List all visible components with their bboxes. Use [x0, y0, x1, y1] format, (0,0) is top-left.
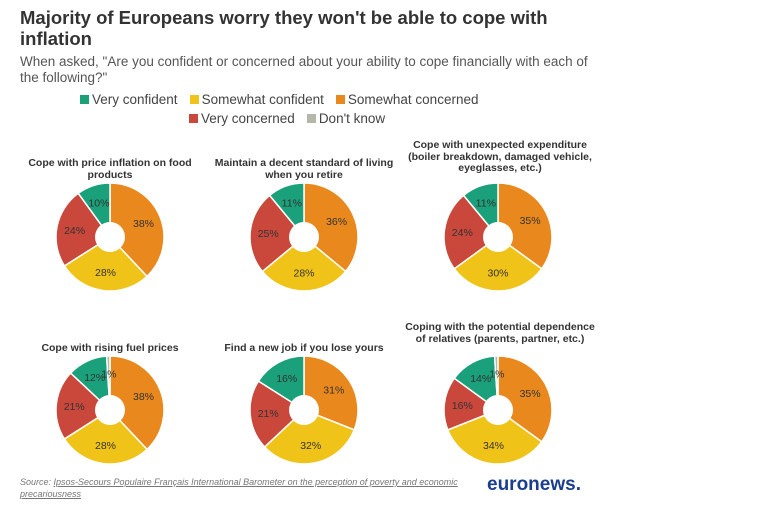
pie-3: 35% 30% 24% 11%: [443, 182, 553, 292]
legend-item-somewhat-concerned: Somewhat concerned: [335, 92, 479, 107]
pie-slice-very-concerned: [55, 192, 112, 267]
donut-hole: [95, 395, 125, 425]
pie-slice-label: 28%: [95, 267, 116, 279]
pie-slice-somewhat-concerned: [109, 182, 165, 278]
pie-slice-label: 38%: [133, 218, 154, 230]
pie-slice-very-confident: [462, 182, 499, 240]
pie-slice-label: 1%: [489, 369, 504, 381]
legend-item-somewhat-confident: Somewhat confident: [189, 92, 324, 107]
chart-title: Majority of Europeans worry they won't b…: [20, 7, 548, 49]
brand-dot: .: [575, 474, 581, 495]
pie-slice-label: 34%: [483, 440, 504, 452]
legend-swatch: [80, 95, 89, 104]
pie-slice-label: 16%: [276, 373, 297, 385]
pie-slice-label: 11%: [476, 198, 496, 210]
legend-item-very-confident: Very confident: [80, 92, 178, 107]
pie-slice-label: 31%: [323, 384, 344, 396]
donut-hole: [483, 395, 513, 425]
legend-row-1: Very confident Somewhat confident Somewh…: [80, 92, 478, 107]
pie-5: 31% 32% 21% 16%: [249, 355, 359, 465]
legend-item-dont-know: Don't know: [306, 111, 386, 126]
legend-label: Very concerned: [201, 111, 295, 126]
pie-slice-very-concerned: [249, 380, 306, 449]
pie-slice-very-concerned: [55, 371, 112, 440]
legend-swatch: [189, 95, 199, 104]
donut-hole: [95, 222, 125, 252]
legend-label: Somewhat confident: [201, 92, 324, 107]
pie-slice-very-confident: [257, 355, 305, 412]
legend-label: Somewhat concerned: [347, 92, 479, 107]
pie-slice-label: 38%: [133, 391, 154, 403]
pie-slice-somewhat-concerned: [303, 182, 359, 273]
legend-row-2: Very concerned Don't know: [189, 111, 385, 126]
legend-label: Don't know: [318, 111, 386, 126]
donut-hole: [289, 395, 319, 425]
pie-slice-somewhat-confident: [63, 409, 149, 465]
legend-item-very-concerned: Very concerned: [189, 111, 295, 126]
pie-slice-somewhat-confident: [263, 409, 356, 465]
pie-slice-very-concerned: [443, 194, 500, 270]
pie-slice-label: 24%: [64, 225, 85, 237]
pie-title-retirement: Maintain a decent standard of living whe…: [214, 157, 394, 181]
legend-label: Very confident: [92, 92, 178, 107]
source-link[interactable]: Ipsos-Secours Populaire Français Interna…: [20, 477, 458, 499]
pie-slice-somewhat-confident: [453, 236, 543, 292]
chart-subtitle: When asked, "Are you confident or concer…: [20, 54, 588, 85]
pie-slice-label: 32%: [300, 440, 321, 452]
pie-slice-label: 35%: [520, 215, 541, 227]
pie-slice-somewhat-confident: [446, 409, 543, 465]
pie-2: 36% 28% 25% 11%: [249, 182, 359, 292]
pie-title-new-job: Find a new job if you lose yours: [224, 342, 384, 354]
pie-slice-label: 36%: [326, 216, 347, 228]
pie-slice-very-confident: [77, 182, 111, 240]
pie-slice-very-concerned: [249, 194, 306, 273]
donut-hole: [483, 222, 513, 252]
pie-slice-label: 30%: [487, 268, 508, 280]
pie-slice-label: 11%: [282, 198, 302, 210]
pie-slice-label: 21%: [258, 408, 279, 420]
donut-hole: [289, 222, 319, 252]
pie-slice-label: 28%: [95, 440, 116, 452]
pie-slice-somewhat-concerned: [497, 182, 553, 270]
brand-text: euronews: [487, 474, 576, 495]
pie-slice-label: 14%: [470, 373, 491, 385]
pie-slice-label: 24%: [452, 227, 473, 239]
pie-slice-very-concerned: [443, 377, 500, 431]
pie-title-relatives-dependence: Coping with the potential dependence of …: [405, 321, 595, 345]
pie-slice-somewhat-concerned: [109, 355, 165, 451]
pie-slice-label: 12%: [84, 372, 105, 384]
pie-slice-label: 28%: [293, 268, 314, 280]
euronews-logo: euronews.: [487, 474, 581, 496]
legend-swatch: [335, 95, 345, 104]
source-note: Source: Ipsos-Secours Populaire Français…: [20, 476, 490, 500]
legend-swatch: [189, 114, 198, 123]
pie-title-fuel-prices: Cope with rising fuel prices: [41, 342, 179, 354]
pie-slice-very-confident: [268, 182, 305, 240]
pie-title-unexpected-expenditure: Cope with unexpected expenditure (boiler…: [408, 139, 592, 174]
pie-slice-somewhat-confident: [63, 236, 149, 292]
pie-1: 38% 28% 24% 10%: [55, 182, 165, 292]
pie-4: 38% 28% 21% 12%1%: [55, 355, 165, 465]
source-prefix: Source:: [20, 477, 54, 487]
pie-slice-label: 25%: [258, 228, 279, 240]
pie-slice-label: 21%: [64, 401, 85, 413]
legend-swatch: [306, 114, 316, 123]
pie-slice-somewhat-confident: [261, 236, 347, 292]
pie-6: 35% 34% 16% 14%1%: [443, 355, 553, 465]
pie-slice-somewhat-concerned: [497, 355, 553, 443]
pie-slice-label: 10%: [88, 197, 109, 209]
pie-slice-label: 1%: [101, 369, 116, 381]
pie-title-food-inflation: Cope with price inflation on food produc…: [28, 157, 192, 181]
pie-slice-label: 16%: [452, 400, 473, 412]
pie-slice-label: 35%: [520, 388, 541, 400]
